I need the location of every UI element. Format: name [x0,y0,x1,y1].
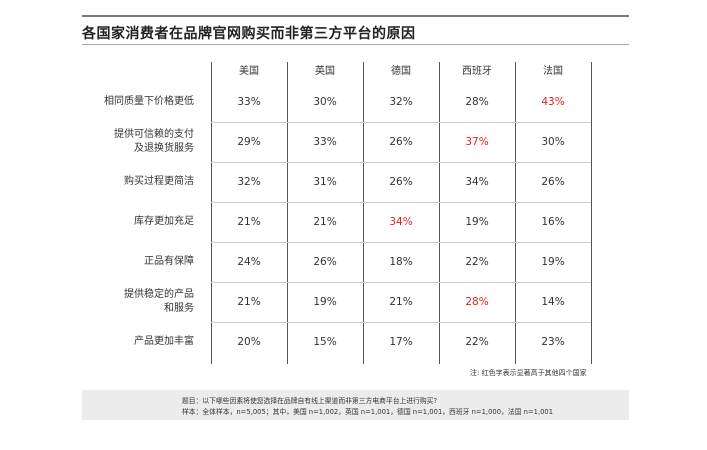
row-label: 库存更加充足 [82,202,194,242]
data-cell: 20% [237,336,261,348]
data-cell: 28% [465,296,489,308]
column-divider [211,62,212,364]
row-label-text: 库存更加充足 [134,216,194,227]
column-divider [363,62,364,364]
row-label: 购买过程更简洁 [82,162,194,202]
data-cell: 26% [541,176,565,188]
data-cell: 26% [389,136,413,148]
column-divider [287,62,288,364]
data-cell: 26% [389,176,413,188]
data-cell: 28% [465,96,489,108]
title-rule [82,44,629,45]
row-label-text: 正品有保障 [144,256,194,267]
data-cell: 23% [541,336,565,348]
data-cell: 21% [237,296,261,308]
row-divider [211,162,591,163]
column-header: 美国 [239,66,259,77]
chart-title: 各国家消费者在品牌官网购买而非第三方平台的原因 [82,26,416,42]
row-label: 正品有保障 [82,242,194,282]
row-label-text: 产品更加丰富 [134,336,194,347]
column-header: 法国 [543,66,563,77]
data-cell: 24% [237,256,261,268]
column-header: 英国 [315,66,335,77]
data-cell: 17% [389,336,413,348]
data-cell: 32% [237,176,261,188]
column-header: 德国 [391,66,411,77]
data-cell: 37% [465,136,489,148]
data-cell: 33% [237,96,261,108]
data-cell: 21% [313,216,337,228]
data-cell: 18% [389,256,413,268]
data-cell: 31% [313,176,337,188]
row-label: 提供稳定的产品 和服务 [82,282,194,322]
data-cell: 34% [465,176,489,188]
column-divider [515,62,516,364]
data-cell: 14% [541,296,565,308]
data-cell: 16% [541,216,565,228]
data-cell: 21% [389,296,413,308]
data-cell: 32% [389,96,413,108]
data-cell: 21% [237,216,261,228]
data-cell: 19% [541,256,565,268]
top-rule [82,15,629,17]
row-divider [211,322,591,323]
sample-size: 样本：全体样本，n=5,005；其中，美国 n=1,002，英国 n=1,001… [182,408,554,416]
data-cell: 22% [465,336,489,348]
row-label-text: 提供可信赖的支付 及退换货服务 [114,129,194,154]
data-cell: 26% [313,256,337,268]
data-cell: 22% [465,256,489,268]
data-cell: 43% [541,96,565,108]
row-label-text: 购买过程更简洁 [124,176,194,187]
row-divider [211,202,591,203]
data-table: 美国 英国 德国 西班牙 法国相同质量下价格更低 33% 30% 32% 28% 43% 提供可信赖… [82,62,629,364]
data-cell: 15% [313,336,337,348]
column-divider [439,62,440,364]
source-footer: 题目：以下哪些因素将使您选择在品牌自有线上渠道而非第三方电商平台上进行购买? 样… [82,390,629,420]
row-label-text: 相同质量下价格更低 [104,96,194,107]
data-cell: 19% [313,296,337,308]
row-divider [211,242,591,243]
row-label: 提供可信赖的支付 及退换货服务 [82,122,194,162]
column-divider [591,62,592,364]
row-label: 相同质量下价格更低 [82,82,194,122]
data-cell: 34% [389,216,413,228]
data-cell: 30% [541,136,565,148]
data-cell: 33% [313,136,337,148]
row-label-text: 提供稳定的产品 和服务 [124,289,194,314]
footnote: 注: 红色字表示显著高于其他四个国家 [470,369,587,377]
data-cell: 30% [313,96,337,108]
row-divider [211,122,591,123]
row-label: 产品更加丰富 [82,322,194,362]
row-divider [211,282,591,283]
data-cell: 19% [465,216,489,228]
survey-question: 题目：以下哪些因素将使您选择在品牌自有线上渠道而非第三方电商平台上进行购买? [182,397,438,405]
data-cell: 29% [237,136,261,148]
column-header: 西班牙 [462,66,492,77]
